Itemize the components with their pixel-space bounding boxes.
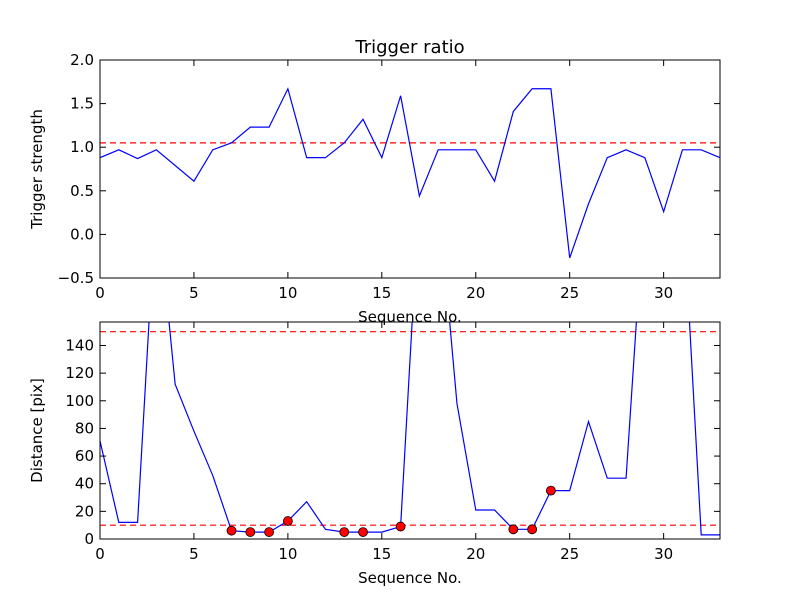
data-point: [226, 525, 237, 536]
x-tick-label: 15: [372, 545, 391, 563]
chart-title: Trigger ratio: [354, 37, 464, 58]
data-point: [395, 521, 406, 532]
axes-frame: [99, 321, 721, 540]
x-tick-label: 15: [372, 284, 391, 302]
x-tick-label: 10: [278, 545, 297, 563]
trigger-ratio-chart: 0 5 10 15 20 25 30 −0.5 0.0 0.5 1.0 1.5 2.0 Trigger r…: [28, 37, 721, 326]
y-tick-label: 1.5: [70, 95, 94, 113]
data-point: [527, 524, 538, 535]
plot-area: [100, 87, 720, 259]
y-tick-label: 0: [84, 530, 94, 548]
x-tick-label: 5: [189, 284, 199, 302]
x-tick-label: 25: [560, 284, 579, 302]
x-tick-label: 20: [466, 545, 485, 563]
x-axis-label: Sequence No.: [358, 569, 462, 587]
x-tick-label: 30: [654, 545, 673, 563]
x-axis-label: Sequence No.: [358, 308, 462, 326]
x-tick-label: 0: [95, 545, 105, 563]
y-tick-label: 0.0: [70, 225, 94, 243]
x-tick-label: 0: [95, 284, 105, 302]
y-tick-label: 40: [75, 475, 94, 493]
axes-frame: [99, 59, 721, 279]
x-tick-label: 10: [278, 284, 297, 302]
data-point: [339, 527, 350, 537]
distance-chart: 0 5 10 15 20 25 30 0 20 40 60 80 100 120 140 Sequence N…: [28, 321, 721, 587]
series-line-0: [100, 322, 720, 536]
data-point: [245, 527, 256, 537]
y-tick-label: 20: [75, 502, 94, 520]
x-tick-label: 5: [189, 545, 199, 563]
x-tick-label: 25: [560, 545, 579, 563]
y-tick-label: 0.5: [70, 182, 94, 200]
data-point: [282, 516, 293, 526]
y-tick-label: 120: [65, 364, 94, 382]
y-tick-label: 1.0: [70, 138, 94, 156]
y-tick-label: 100: [65, 392, 94, 410]
y-tick-label: 80: [75, 419, 94, 437]
x-tick-label: 20: [466, 284, 485, 302]
y-tick-label: −0.5: [58, 269, 94, 287]
series-line-0: [100, 87, 720, 259]
x-tick-label: 30: [654, 284, 673, 302]
y-tick-label: 2.0: [70, 51, 94, 69]
data-point: [358, 527, 368, 537]
data-point: [264, 527, 274, 537]
data-point: [508, 524, 519, 535]
y-axis-label: Distance [pix]: [28, 378, 46, 483]
data-point: [546, 485, 556, 496]
y-tick-label: 140: [65, 336, 94, 354]
y-tick-label: 60: [75, 447, 94, 465]
plot-area: [100, 322, 720, 537]
y-axis-label: Trigger strength: [28, 109, 46, 230]
